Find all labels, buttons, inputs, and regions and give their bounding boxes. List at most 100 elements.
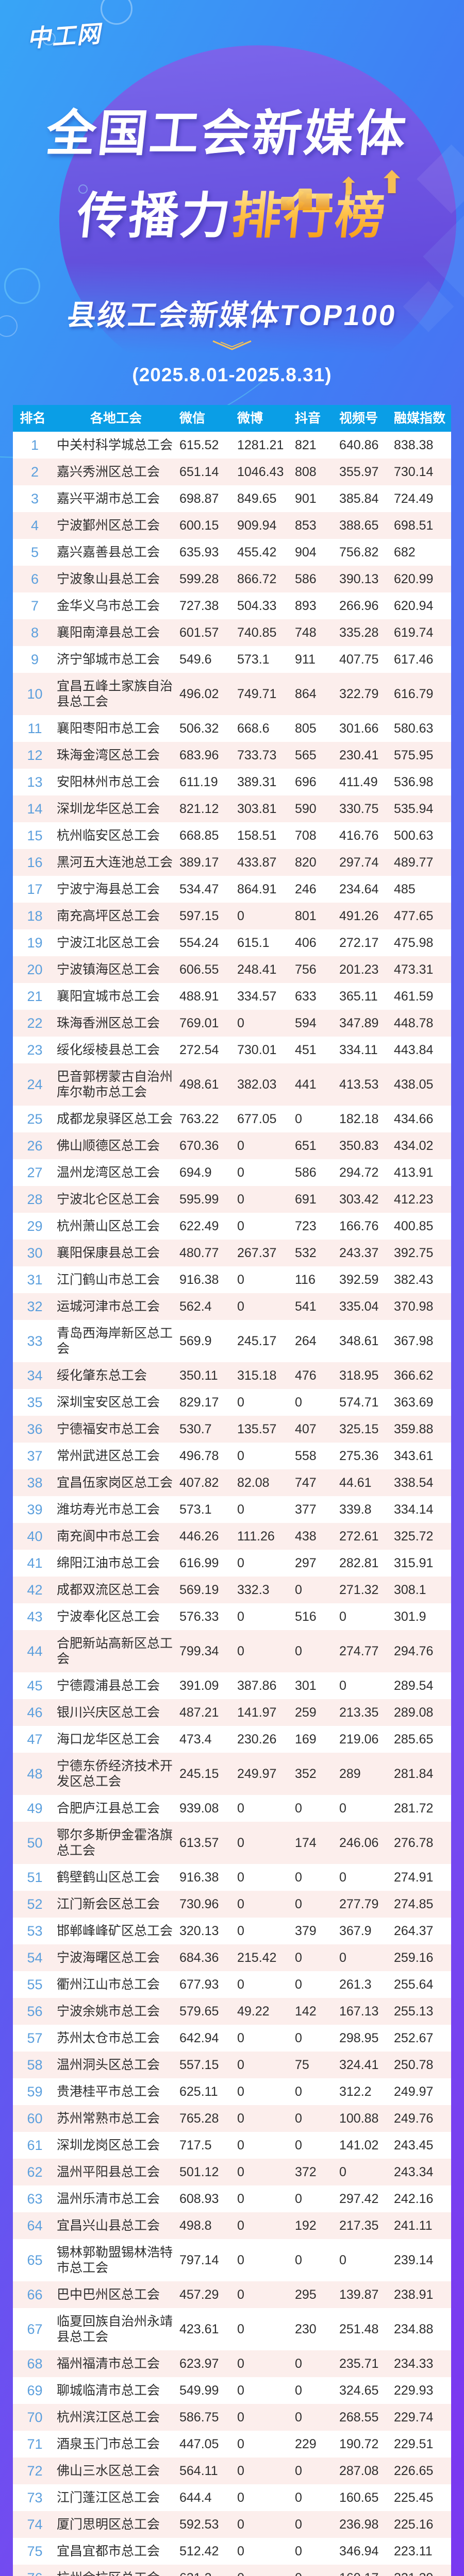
union-name-cell: 深圳龙华区总工会 (57, 802, 160, 816)
weibo-cell: 267.37 (237, 1246, 277, 1260)
douyin-cell: 441 (295, 1077, 317, 1092)
douyin-cell: 586 (295, 572, 317, 586)
weibo-cell: 0 (237, 1609, 244, 1624)
media-index-cell: 289.54 (394, 1679, 434, 1693)
media-index-cell: 274.85 (394, 1897, 434, 1911)
table-row: 33 青岛西海岸新区总工会 569.9 245.17 264 348.61 367.98 (13, 1320, 451, 1362)
rank-cell: 33 (27, 1333, 43, 1349)
weibo-cell: 864.91 (237, 882, 277, 896)
rank-cell: 50 (27, 1835, 43, 1851)
weibo-cell: 0 (237, 1139, 244, 1153)
union-name-cell: 宜昌兴山县总工会 (57, 2218, 160, 2233)
rank-cell: 64 (27, 2218, 43, 2233)
video-account-cell: 160.17 (339, 2570, 394, 2576)
media-index-cell: 301.9 (394, 1609, 426, 1624)
wechat-cell: 586.75 (179, 2410, 219, 2425)
video-account-cell: 322.79 (339, 687, 379, 701)
douyin-cell: 0 (295, 2464, 302, 2478)
table-row: 18 南充高坪区总工会 597.15 0 801 491.26 477.65 (13, 903, 451, 929)
weibo-cell: 0 (237, 2517, 244, 2532)
media-index-cell: 617.46 (394, 652, 434, 667)
video-account-cell: 413.53 (339, 1077, 379, 1092)
rank-cell: 47 (27, 1732, 43, 1747)
rank-cell: 74 (27, 2517, 43, 2532)
union-name-cell: 酒泉玉门市总工会 (57, 2437, 160, 2451)
rank-cell: 56 (27, 2004, 43, 2019)
wechat-cell: 829.17 (179, 1395, 219, 1410)
union-name-cell: 邯郸峰峰矿区总工会 (57, 1924, 173, 1938)
video-account-cell: 347.89 (339, 1016, 379, 1030)
media-index-cell: 619.74 (394, 625, 434, 640)
video-account-cell: 574.71 (339, 1395, 379, 1410)
media-index-cell: 229.93 (394, 2383, 434, 2398)
media-index-cell: 382.43 (394, 1273, 434, 1287)
wechat-cell: 562.4 (179, 1299, 212, 1314)
media-index-cell: 682 (394, 545, 416, 560)
rank-cell: 1 (30, 437, 39, 453)
video-account-cell: 367.9 (339, 1924, 372, 1938)
rank-cell: 41 (27, 1555, 43, 1571)
media-index-cell: 616.79 (394, 687, 434, 701)
rank-cell: 54 (27, 1950, 43, 1965)
douyin-cell: 901 (295, 492, 317, 506)
table-row: 63 温州乐清市总工会 608.93 0 0 297.42 242.16 (13, 2185, 451, 2212)
table-row: 1 中关村科学城总工会 615.52 1281.21 821 640.86 838.38 (13, 432, 451, 459)
rank-cell: 22 (27, 1015, 43, 1031)
union-name-cell: 绥化肇东总工会 (57, 1368, 147, 1383)
douyin-cell: 0 (295, 2410, 302, 2425)
rank-cell: 45 (27, 1678, 43, 1693)
media-index-cell: 229.74 (394, 2410, 434, 2425)
column-header-media-index-cell: 融媒指数 (394, 411, 446, 426)
video-account-cell: 339.8 (339, 1502, 372, 1517)
video-account-cell: 324.41 (339, 2058, 379, 2072)
video-account-cell: 268.55 (339, 2410, 379, 2425)
weibo-cell: 0 (237, 2165, 244, 2179)
video-account-cell: 287.08 (339, 2464, 379, 2478)
video-account-cell: 213.35 (339, 1705, 379, 1720)
wechat-cell: 407.82 (179, 1476, 219, 1490)
douyin-cell: 516 (295, 1609, 317, 1624)
weibo-cell: 248.41 (237, 962, 277, 977)
video-account-cell: 275.36 (339, 1449, 379, 1463)
wechat-cell: 799.34 (179, 1644, 219, 1658)
video-account-cell: 297.42 (339, 2192, 379, 2206)
union-name-cell: 佛山三水区总工会 (57, 2464, 160, 2478)
weibo-cell: 0 (237, 1924, 244, 1938)
douyin-cell: 174 (295, 1836, 317, 1850)
video-account-cell: 365.11 (339, 989, 378, 1004)
rank-cell: 69 (27, 2383, 43, 2398)
table-row: 35 深圳宝安区总工会 829.17 0 0 574.71 363.69 (13, 1389, 451, 1416)
rank-cell: 38 (27, 1475, 43, 1490)
wechat-cell: 573.1 (179, 1502, 212, 1517)
media-index-cell: 225.16 (394, 2517, 434, 2532)
douyin-cell: 301 (295, 1679, 317, 1693)
douyin-cell: 801 (295, 909, 317, 923)
douyin-cell: 0 (295, 2084, 302, 2099)
table-row: 37 常州武进区总工会 496.78 0 558 275.36 343.61 (13, 1443, 451, 1469)
video-account-cell: 491.26 (339, 909, 379, 923)
ranking-table: 排名 各地工会 微信 微博 抖音 视频号 融媒指数 1 中关村科学城总工会 615.52 1281… (13, 405, 451, 2576)
media-index-cell: 363.69 (394, 1395, 434, 1410)
media-index-cell: 289.08 (394, 1705, 434, 1720)
video-account-cell: 266.96 (339, 599, 379, 613)
table-body: 1 中关村科学城总工会 615.52 1281.21 821 640.86 838.38 2 嘉… (13, 432, 451, 2576)
weibo-cell: 866.72 (237, 572, 277, 586)
union-name-cell: 锡林郭勒盟锡林浩特市总工会 (57, 2245, 173, 2275)
table-row: 39 潍坊寿光市总工会 573.1 0 377 339.8 334.14 (13, 1496, 451, 1523)
wechat-cell: 694.9 (179, 1165, 212, 1180)
table-row: 55 衢州江山市总工会 677.93 0 0 261.3 255.64 (13, 1971, 451, 1998)
table-row: 29 杭州萧山区总工会 622.49 0 723 166.76 400.85 (13, 1213, 451, 1240)
douyin-cell: 264 (295, 1334, 317, 1348)
video-account-cell: 235.71 (339, 2357, 379, 2371)
table-row: 11 襄阳枣阳市总工会 506.32 668.6 805 301.66 580.63 (13, 715, 451, 742)
wechat-cell: 488.91 (179, 989, 219, 1004)
douyin-cell: 808 (295, 465, 317, 479)
table-row: 19 宁波江北区总工会 554.24 615.1 406 272.17 475.98 (13, 929, 451, 956)
zhonggongwang-logo: 中工网 (26, 20, 102, 52)
douyin-cell: 0 (295, 2253, 302, 2267)
weibo-cell: 0 (237, 1449, 244, 1463)
table-row: 26 佛山顺德区总工会 670.36 0 651 350.83 434.02 (13, 1132, 451, 1159)
weibo-cell: 573.1 (237, 652, 270, 667)
rank-cell: 2 (30, 464, 39, 480)
union-name-cell: 绥化绥棱县总工会 (57, 1043, 160, 1057)
